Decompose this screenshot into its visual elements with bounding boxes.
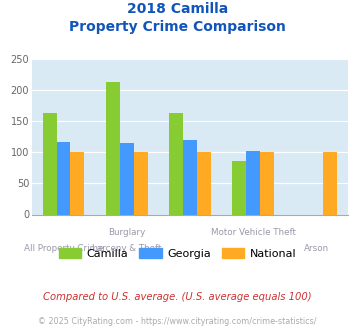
Bar: [197, 152, 211, 214]
Bar: [120, 143, 134, 214]
Bar: [134, 152, 148, 214]
Bar: [323, 152, 337, 214]
Text: © 2025 CityRating.com - https://www.cityrating.com/crime-statistics/: © 2025 CityRating.com - https://www.city…: [38, 317, 317, 326]
Legend: Camilla, Georgia, National: Camilla, Georgia, National: [54, 244, 301, 263]
Bar: [43, 114, 56, 214]
Bar: [71, 152, 84, 214]
Text: All Property Crime: All Property Crime: [24, 244, 103, 253]
Bar: [183, 140, 197, 214]
Text: Larceny & Theft: Larceny & Theft: [92, 244, 162, 253]
Bar: [106, 82, 120, 214]
Bar: [232, 161, 246, 214]
Bar: [260, 152, 274, 214]
Bar: [169, 114, 183, 214]
Text: Arson: Arson: [304, 244, 329, 253]
Bar: [246, 150, 260, 214]
Bar: [56, 142, 71, 214]
Text: Motor Vehicle Theft: Motor Vehicle Theft: [211, 228, 296, 237]
Text: Property Crime Comparison: Property Crime Comparison: [69, 20, 286, 34]
Text: 2018 Camilla: 2018 Camilla: [127, 2, 228, 16]
Text: Compared to U.S. average. (U.S. average equals 100): Compared to U.S. average. (U.S. average …: [43, 292, 312, 302]
Text: Burglary: Burglary: [108, 228, 145, 237]
